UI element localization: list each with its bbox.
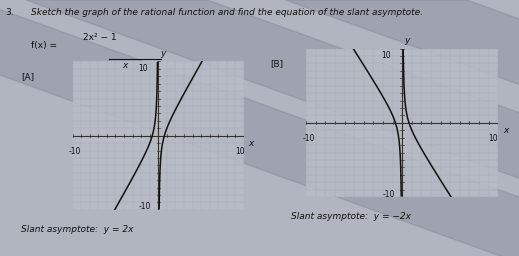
Text: Slant asymptote:  y = 2x: Slant asymptote: y = 2x bbox=[21, 225, 133, 234]
Text: x: x bbox=[248, 138, 254, 148]
Text: y: y bbox=[160, 49, 165, 58]
Polygon shape bbox=[26, 0, 519, 256]
Text: 10: 10 bbox=[235, 147, 244, 156]
Text: [A]: [A] bbox=[21, 72, 34, 81]
Text: y: y bbox=[404, 36, 409, 45]
Text: x: x bbox=[122, 61, 127, 70]
Text: [B]: [B] bbox=[270, 59, 283, 68]
Text: 3.: 3. bbox=[5, 8, 14, 17]
Text: -10: -10 bbox=[382, 190, 394, 199]
Text: 10: 10 bbox=[488, 134, 498, 143]
Text: -10: -10 bbox=[139, 202, 152, 211]
Text: 10: 10 bbox=[381, 51, 391, 60]
Text: Sketch the graph of the rational function and find the equation of the slant asy: Sketch the graph of the rational functio… bbox=[31, 8, 423, 17]
Text: x: x bbox=[503, 126, 509, 135]
Polygon shape bbox=[285, 0, 519, 256]
Text: f(x) =: f(x) = bbox=[31, 41, 57, 50]
Text: 10: 10 bbox=[139, 64, 148, 73]
Text: 2x² − 1: 2x² − 1 bbox=[83, 33, 117, 42]
Text: Slant asymptote:  y = −2x: Slant asymptote: y = −2x bbox=[291, 212, 411, 221]
Text: -10: -10 bbox=[69, 147, 81, 156]
Text: -10: -10 bbox=[303, 134, 315, 143]
